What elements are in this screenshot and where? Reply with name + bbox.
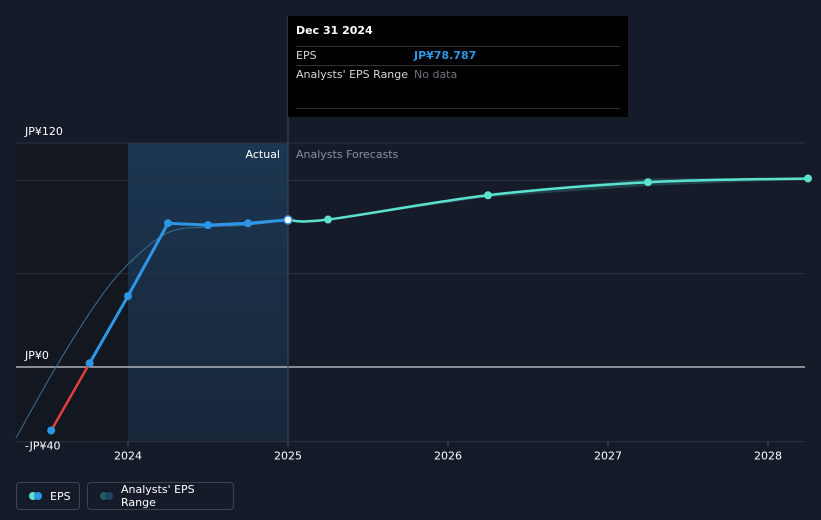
tooltip-divider xyxy=(296,108,620,109)
legend-eps-label: EPS xyxy=(50,489,71,503)
forecast-point xyxy=(644,178,652,187)
forecast-point xyxy=(484,191,492,200)
x-tick-label: 2026 xyxy=(434,450,462,463)
eps-point xyxy=(47,426,56,435)
eps-swatch-icon xyxy=(29,492,42,500)
x-tick-label: 2025 xyxy=(274,450,302,463)
eps-point xyxy=(244,219,252,228)
tooltip-date: Dec 31 2024 xyxy=(296,24,373,37)
x-tick-label: 2028 xyxy=(754,450,782,463)
legend-range-label: Analysts' EPS Range xyxy=(121,483,195,509)
y-tick-label: -JP¥40 xyxy=(25,440,60,453)
actual-region xyxy=(128,143,288,442)
x-tick-label: 2024 xyxy=(114,450,142,463)
forecast-point xyxy=(324,215,332,224)
past-region xyxy=(16,143,128,442)
legend-range-button[interactable]: Analysts' EPS Range xyxy=(87,482,234,510)
eps-point xyxy=(124,292,132,301)
y-tick-label: JP¥120 xyxy=(24,125,63,138)
x-tick-label: 2027 xyxy=(594,450,622,463)
eps-line xyxy=(88,218,289,365)
forecast-point xyxy=(804,174,812,183)
eps-point xyxy=(85,359,94,368)
range-swatch-icon xyxy=(100,492,113,500)
legend-eps-button[interactable]: EPS xyxy=(16,482,80,510)
tooltip-range-value: No data xyxy=(414,68,458,81)
forecast-label: Analysts Forecasts xyxy=(296,148,399,161)
forecast-line xyxy=(287,177,809,223)
tooltip-range-label: Analysts' EPS Range xyxy=(296,68,409,81)
forecast-range-band xyxy=(328,177,808,221)
tooltip-eps-row: EPS JP¥78.787 xyxy=(296,46,620,65)
tooltip: Dec 31 2024 EPS JP¥78.787 Analysts' EPS … xyxy=(288,16,628,117)
eps-trend-line xyxy=(15,219,289,439)
actual-label: Actual xyxy=(246,148,280,161)
y-tick-label: JP¥0 xyxy=(24,349,49,362)
tooltip-range-row: Analysts' EPS Range No data xyxy=(296,65,620,84)
eps-point xyxy=(204,221,212,230)
eps-point xyxy=(164,219,172,228)
eps-negative-line xyxy=(50,362,91,432)
tooltip-eps-label: EPS xyxy=(296,49,317,62)
eps-current-point xyxy=(283,215,293,225)
tooltip-eps-value: JP¥78.787 xyxy=(414,49,477,62)
